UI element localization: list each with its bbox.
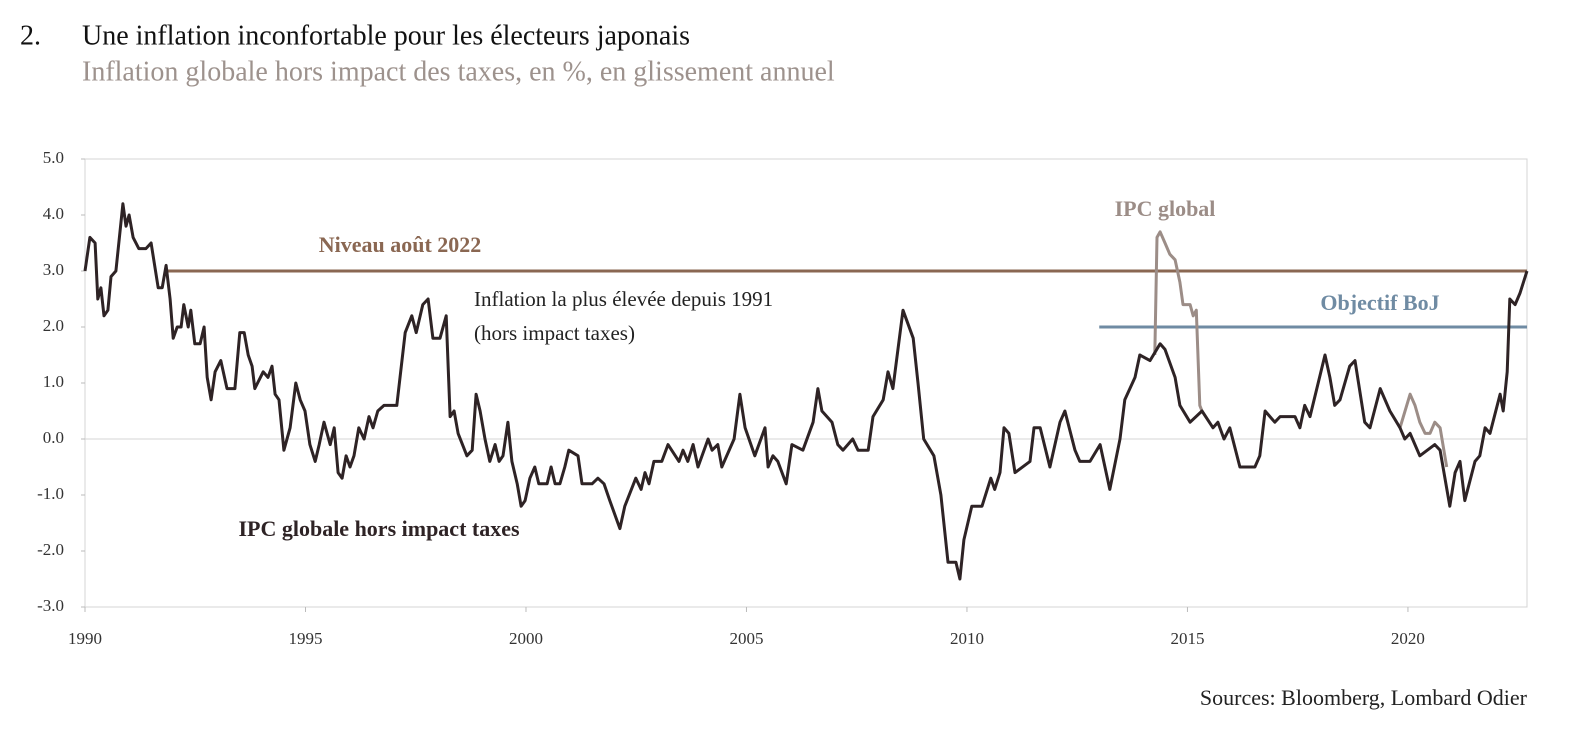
y-tick-label: 5.0 — [43, 148, 64, 167]
x-tick-label: 2000 — [509, 629, 543, 648]
x-tick-label: 1995 — [288, 629, 322, 648]
annotation: (hors impact taxes) — [474, 321, 635, 345]
y-tick-label: 3.0 — [43, 260, 64, 279]
y-tick-label: 4.0 — [43, 204, 64, 223]
y-tick-label: 1.0 — [43, 372, 64, 391]
x-tick-label: 1990 — [68, 629, 102, 648]
x-tick-label: 2005 — [729, 629, 763, 648]
series-line — [1153, 230, 1449, 468]
reference-label: Objectif BoJ — [1320, 290, 1439, 315]
annotation: Inflation la plus élevée depuis 1991 — [474, 287, 773, 311]
chart-subtitle: Inflation globale hors impact des taxes,… — [82, 56, 835, 87]
y-tick-label: 0.0 — [43, 428, 64, 447]
y-tick-label: -1.0 — [37, 484, 64, 503]
series-line — [83, 202, 1529, 581]
chart-title: Une inflation inconfortable pour les éle… — [82, 20, 690, 51]
y-tick-label: -2.0 — [37, 540, 64, 559]
x-tick-label: 2020 — [1391, 629, 1425, 648]
chart-number: 2. — [20, 20, 41, 51]
y-tick-label: -3.0 — [37, 596, 64, 615]
series-label: IPC globale hors impact taxes — [238, 516, 520, 541]
x-tick-label: 2015 — [1170, 629, 1204, 648]
source: Sources: Bloomberg, Lombard Odier — [1200, 685, 1528, 710]
y-tick-label: 2.0 — [43, 316, 64, 335]
x-tick-label: 2010 — [950, 629, 984, 648]
series-label: IPC global — [1115, 196, 1216, 221]
reference-label: Niveau août 2022 — [319, 232, 482, 257]
